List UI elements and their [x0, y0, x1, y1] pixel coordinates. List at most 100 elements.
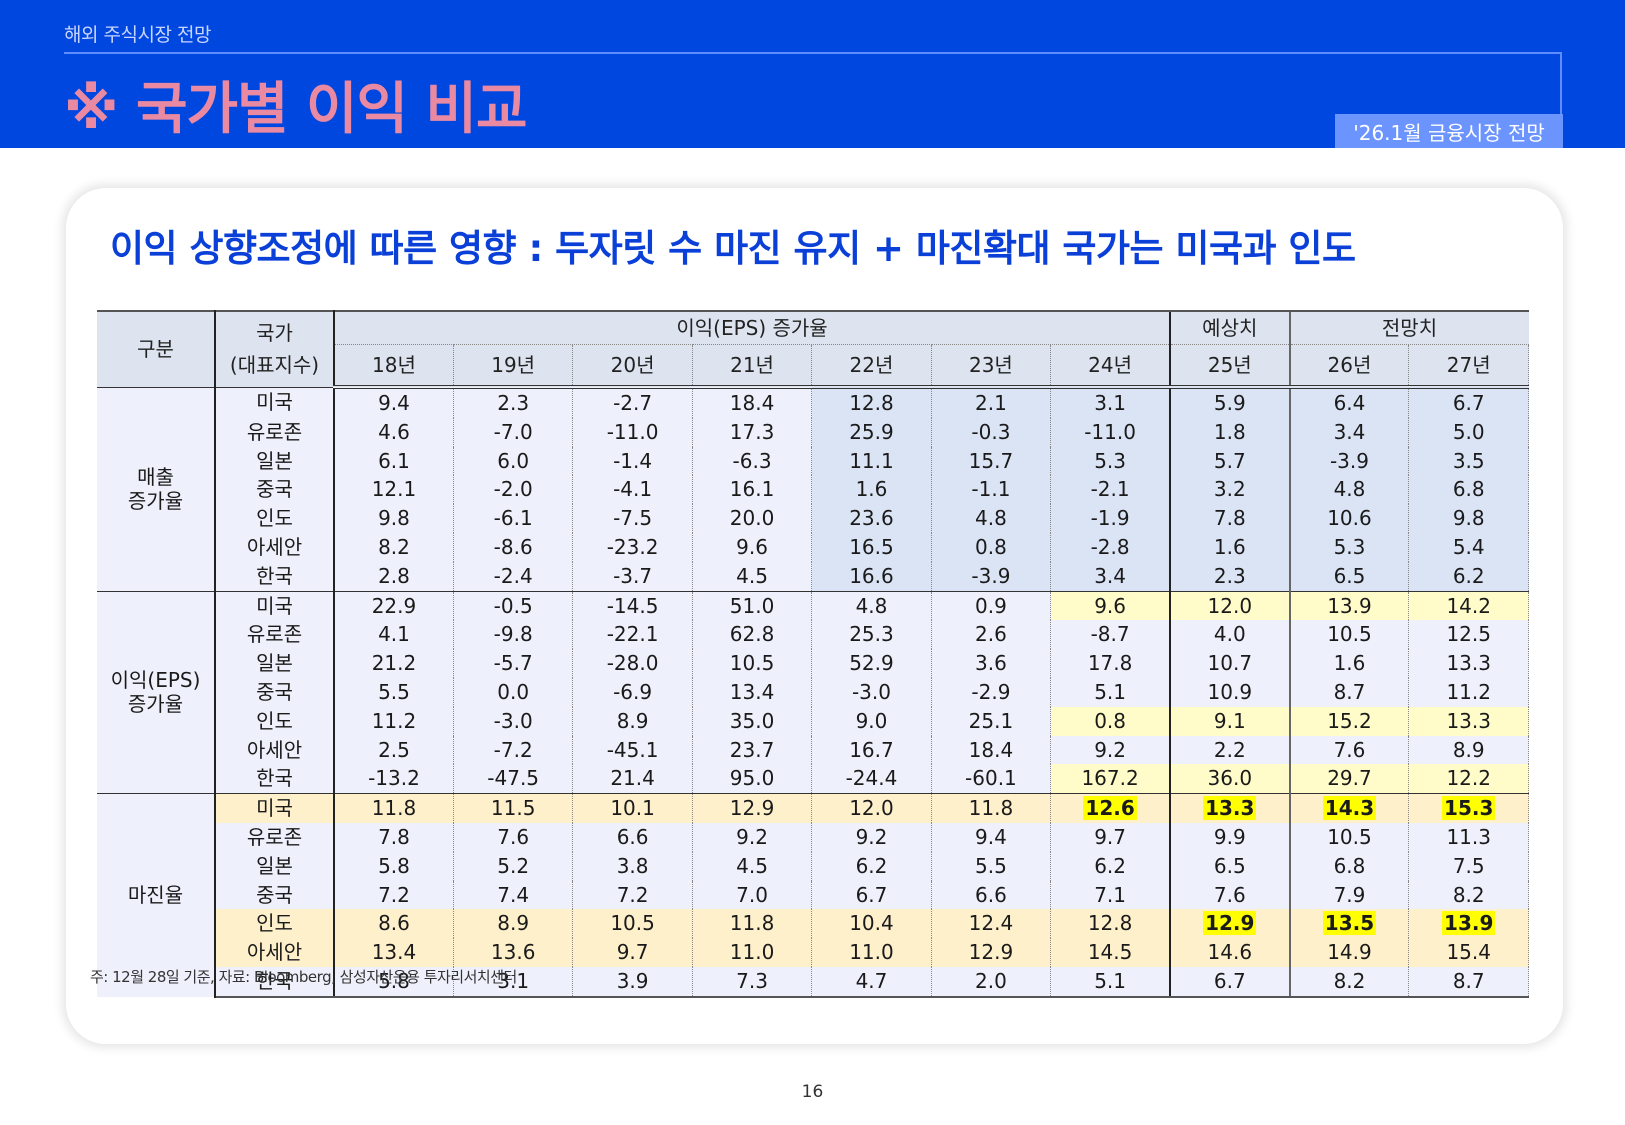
- table-row: 한국 5.8 3.1 3.9 7.3 4.7 2.0 5.1 6.7 8.2 8.7: [97, 966, 1529, 998]
- value-text: 3.1: [1094, 391, 1126, 415]
- value-cell: -23.2: [572, 532, 693, 562]
- value-cell: -1.1: [931, 475, 1052, 505]
- value-text: 8.9: [1452, 737, 1485, 762]
- value-text: -2.8: [1090, 534, 1130, 559]
- value-text: 12.8: [1087, 911, 1133, 936]
- value-text: 7.8: [1213, 506, 1246, 531]
- row-group-label: 이익(EPS) 증가율: [97, 590, 216, 794]
- value-text: 13.4: [371, 940, 417, 965]
- value-cell: 18.4: [692, 386, 813, 418]
- value-text: 11.3: [1446, 824, 1491, 849]
- value-cell: -2.1: [1050, 475, 1171, 505]
- country-cell: 한국: [215, 561, 335, 592]
- value-text: 62.8: [729, 622, 775, 647]
- value-text: 5.1: [1094, 679, 1126, 704]
- value-text: 6.6: [975, 882, 1007, 907]
- value-text: -1.1: [971, 477, 1011, 502]
- value-cell: 9.6: [692, 532, 813, 562]
- value-text: 6.0: [497, 448, 530, 473]
- value-cell: 0.9: [931, 590, 1052, 621]
- value-text: -3.9: [971, 563, 1011, 588]
- value-text: 6.8: [1452, 477, 1485, 502]
- value-cell: 8.6: [334, 909, 454, 939]
- value-cell: 22.9: [334, 590, 454, 621]
- value-text: -4.1: [613, 477, 653, 502]
- value-cell: 2.1: [931, 386, 1052, 418]
- header-year: 20년: [572, 344, 693, 389]
- value-cell: 36.0: [1169, 764, 1291, 794]
- value-text: 5.4: [1452, 534, 1485, 559]
- value-cell: -2.4: [453, 561, 574, 592]
- value-text: -5.7: [493, 651, 533, 676]
- header-years-row: 18년 19년 20년 21년 22년 23년 24년 25년 26년 27년: [97, 344, 1529, 389]
- value-cell: 7.0: [692, 880, 813, 910]
- table-row: 중국 12.1 -2.0 -4.1 16.1 1.6 -1.1 -2.1 3.2 4.8 6.8: [97, 475, 1529, 505]
- value-text: 7.6: [1333, 737, 1366, 762]
- value-text: 9.4: [975, 824, 1007, 849]
- value-text: 4.1: [378, 622, 410, 647]
- value-cell: 11.2: [1408, 677, 1529, 707]
- value-text: 2.5: [378, 737, 410, 762]
- country-cell: 미국: [215, 793, 335, 823]
- value-cell: 9.2: [1050, 735, 1171, 765]
- value-cell: -4.1: [572, 475, 693, 505]
- value-cell: 52.9: [811, 649, 932, 678]
- value-cell: 11.8: [931, 793, 1052, 823]
- value-text: 6.5: [1333, 563, 1366, 588]
- value-text: 7.4: [497, 882, 530, 907]
- value-text: 7.3: [736, 968, 768, 993]
- table-row: 유로존 4.1 -9.8 -22.1 62.8 25.3 2.6 -8.7 4.0 10.5 12.…: [97, 620, 1529, 650]
- value-text: -23.2: [606, 534, 659, 559]
- value-text: 9.8: [1452, 506, 1485, 531]
- value-text: 7.1: [1094, 882, 1126, 907]
- value-cell: 3.1: [453, 966, 574, 998]
- value-text: 11.1: [849, 448, 894, 473]
- value-cell: 3.2: [1169, 475, 1291, 505]
- value-text: 12.4: [968, 911, 1014, 936]
- value-cell: 2.8: [334, 561, 454, 592]
- value-cell: 12.9: [931, 938, 1052, 967]
- value-cell: 167.2: [1050, 764, 1171, 794]
- value-text: 13.6: [490, 940, 536, 965]
- value-cell: 8.7: [1288, 677, 1410, 707]
- value-cell: 8.9: [1408, 735, 1529, 765]
- value-cell: -6.9: [572, 677, 693, 707]
- value-cell: -3.0: [453, 706, 574, 736]
- value-text: 5.5: [378, 679, 410, 704]
- value-cell: 3.9: [572, 966, 693, 998]
- value-cell: 5.2: [453, 851, 574, 881]
- table-row: 마진율 미국 11.8 11.5 10.1 12.9 12.0 11.8 12.6 13.3 14.…: [97, 793, 1529, 997]
- value-text: 9.6: [736, 534, 768, 559]
- value-text: 5.3: [1094, 448, 1126, 473]
- table-row: 매출 증가율 미국 9.4 2.3 -2.7 18.4 12.8 2.1 3.1 5.9 6.4 6.7: [97, 386, 1529, 592]
- value-text: 17.3: [729, 419, 775, 444]
- value-text: 52.9: [849, 651, 894, 676]
- header-country: 국가 (대표지수): [215, 310, 335, 387]
- value-text: 7.5: [1452, 853, 1485, 878]
- value-text: -6.1: [493, 506, 533, 531]
- value-text: 8.7: [1452, 968, 1485, 993]
- value-text: -7.0: [493, 419, 533, 444]
- value-cell: 11.1: [811, 446, 932, 476]
- value-text: -28.0: [606, 651, 659, 676]
- value-cell: 4.8: [811, 590, 932, 621]
- table-row: 인도 9.8 -6.1 -7.5 20.0 23.6 4.8 -1.9 7.8 10.6 9.8: [97, 504, 1529, 533]
- value-text: 7.9: [1333, 882, 1366, 907]
- country-cell: 중국: [215, 475, 335, 505]
- value-text: 12.2: [1446, 766, 1491, 791]
- value-text: 6.7: [1452, 391, 1485, 415]
- value-cell: 6.7: [1408, 386, 1529, 418]
- value-text: 13.3: [1446, 708, 1491, 733]
- value-cell: 2.3: [453, 386, 574, 418]
- value-text: 95.0: [729, 766, 775, 791]
- value-cell: 5.4: [1408, 532, 1529, 562]
- value-cell: 3.8: [572, 851, 693, 881]
- table-row: 유로존 4.6 -7.0 -11.0 17.3 25.9 -0.3 -11.0 1.8 3.4 5.…: [97, 417, 1529, 447]
- country-cell: 인도: [215, 504, 335, 533]
- table-row: 한국 2.8 -2.4 -3.7 4.5 16.6 -3.9 3.4 2.3 6.5 6.2: [97, 561, 1529, 592]
- country-cell: 일본: [215, 851, 335, 881]
- value-cell: 11.8: [692, 909, 813, 939]
- value-text: 4.7: [855, 968, 888, 993]
- value-cell: 1.8: [1169, 417, 1291, 447]
- value-text: 9.6: [1094, 593, 1126, 618]
